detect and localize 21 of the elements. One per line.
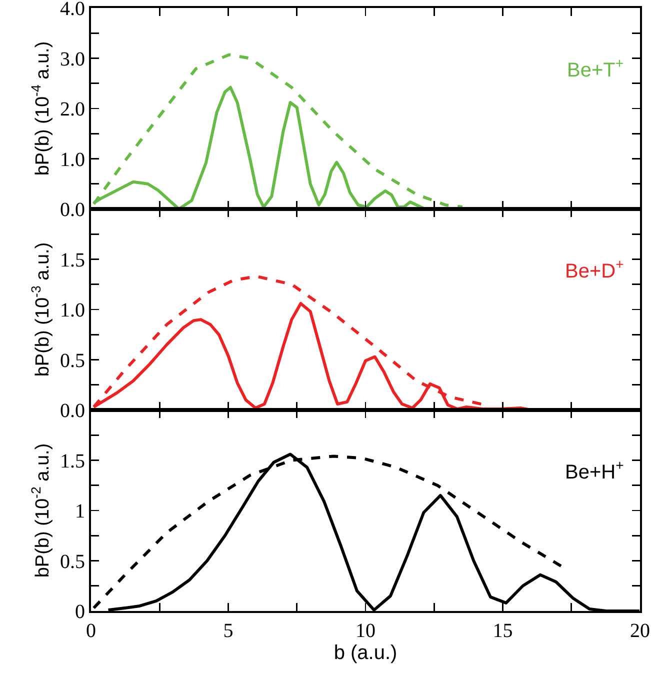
y-tick-label: 1.0 bbox=[60, 300, 85, 322]
y-tick-label: 1 bbox=[75, 500, 85, 522]
x-tick-label: 5 bbox=[223, 620, 234, 642]
x-axis-title: b (a.u.) bbox=[334, 642, 398, 664]
y-tick-label: 0.5 bbox=[60, 350, 85, 372]
y-tick-label: 1.0 bbox=[60, 148, 85, 171]
y-tick-label: 0.0 bbox=[60, 400, 85, 422]
y-tick-label: 4.0 bbox=[60, 0, 85, 20]
y-tick-label: 1.5 bbox=[60, 450, 85, 472]
y-tick-label: 0 bbox=[75, 601, 85, 623]
x-tick-label: 20 bbox=[630, 620, 650, 642]
y-tick-label: 1.5 bbox=[60, 249, 85, 272]
y-tick-label: 0.5 bbox=[60, 550, 85, 573]
y-tick-label: 2.0 bbox=[60, 98, 85, 120]
annotation: Be+D$^{+}$ bbox=[565, 256, 624, 282]
y-tick-label: 0.0 bbox=[60, 199, 85, 221]
x-tick-label: 15 bbox=[492, 620, 513, 642]
annotation: Be+T$^{+}$ bbox=[567, 55, 624, 82]
annotation: Be+H$^{+}$ bbox=[565, 457, 624, 484]
x-tick-label: 10 bbox=[356, 620, 376, 642]
y-tick-label: 3.0 bbox=[60, 48, 85, 70]
